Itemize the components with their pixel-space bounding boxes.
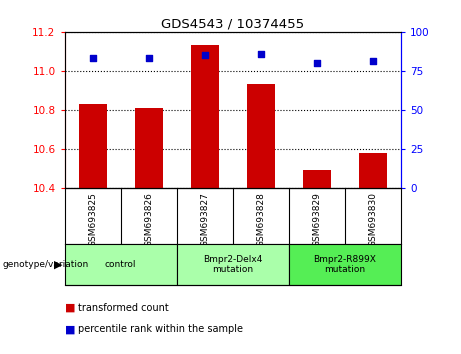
Bar <box>303 170 331 188</box>
Text: ■: ■ <box>65 303 75 313</box>
Text: GSM693829: GSM693829 <box>313 192 321 247</box>
Bar <box>359 153 387 188</box>
Text: Bmpr2-Delx4
mutation: Bmpr2-Delx4 mutation <box>203 255 262 274</box>
Text: transformed count: transformed count <box>78 303 169 313</box>
Text: percentile rank within the sample: percentile rank within the sample <box>78 324 243 334</box>
Title: GDS4543 / 10374455: GDS4543 / 10374455 <box>161 18 304 31</box>
Text: GSM693827: GSM693827 <box>200 192 209 247</box>
Point <box>313 60 321 66</box>
Point <box>89 56 96 61</box>
Text: ▶: ▶ <box>54 259 63 270</box>
Text: genotype/variation: genotype/variation <box>2 260 89 269</box>
Point <box>257 51 265 57</box>
Bar <box>78 104 106 188</box>
Bar <box>191 45 219 188</box>
Text: ■: ■ <box>65 324 75 334</box>
Text: GSM693828: GSM693828 <box>256 192 266 247</box>
Point <box>145 56 152 61</box>
Text: GSM693830: GSM693830 <box>368 192 378 247</box>
Point <box>369 59 377 64</box>
Point <box>201 52 208 58</box>
Bar <box>135 108 163 188</box>
Text: GSM693826: GSM693826 <box>144 192 153 247</box>
Bar <box>247 84 275 188</box>
Text: GSM693825: GSM693825 <box>88 192 97 247</box>
Text: Bmpr2-R899X
mutation: Bmpr2-R899X mutation <box>313 255 377 274</box>
Text: control: control <box>105 260 136 269</box>
